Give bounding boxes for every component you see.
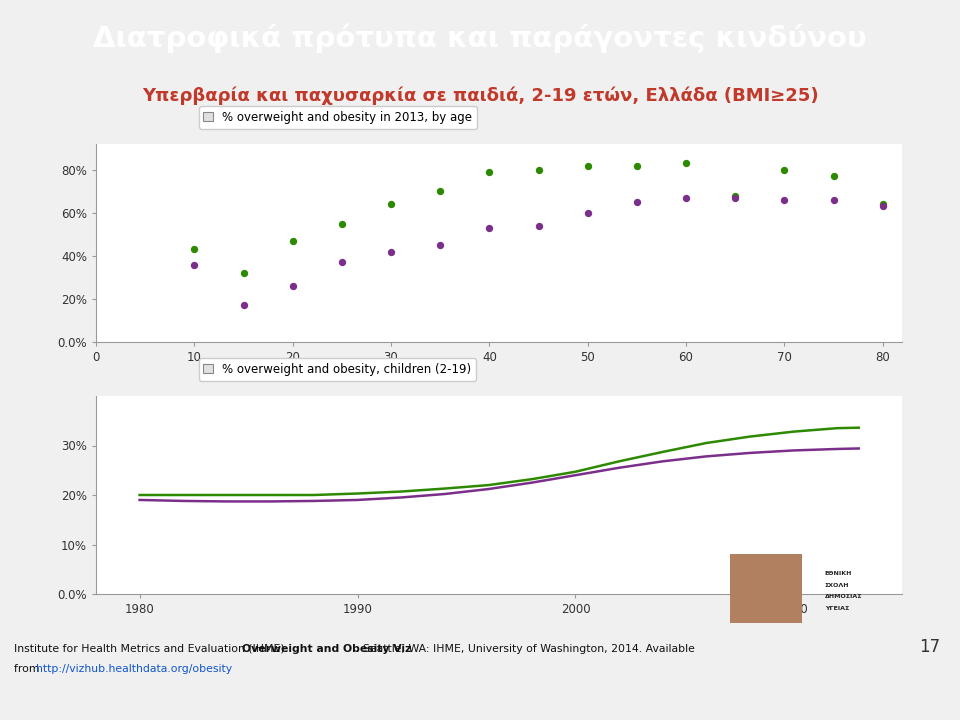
- Point: [876, 201, 891, 212]
- Point: [236, 300, 252, 311]
- Point: [580, 160, 595, 171]
- Legend: % overweight and obesity, children (2-19): % overweight and obesity, children (2-19…: [199, 359, 476, 381]
- Legend: % overweight and obesity in 2013, by age: % overweight and obesity in 2013, by age: [199, 107, 477, 129]
- Point: [531, 220, 546, 232]
- Point: [334, 218, 349, 230]
- Text: ΣΧΟΛΗ: ΣΧΟΛΗ: [825, 582, 850, 588]
- Point: [777, 164, 792, 176]
- Point: [629, 160, 644, 171]
- Text: from: from: [14, 664, 43, 674]
- Text: 17: 17: [919, 638, 940, 656]
- Text: Institute for Health Metrics and Evaluation (IHME).: Institute for Health Metrics and Evaluat…: [14, 644, 292, 654]
- Point: [285, 235, 300, 247]
- Text: Overweight and Obesity Viz: Overweight and Obesity Viz: [242, 644, 411, 654]
- Point: [186, 243, 202, 255]
- Point: [679, 158, 694, 169]
- Point: [383, 246, 398, 257]
- Text: Διατροφικά πρότυπα και παράγοντες κινδύνου: Διατροφικά πρότυπα και παράγοντες κινδύν…: [93, 23, 867, 53]
- Point: [777, 194, 792, 206]
- Point: [236, 267, 252, 279]
- Text: http://vizhub.healthdata.org/obesity: http://vizhub.healthdata.org/obesity: [36, 664, 232, 674]
- Point: [679, 192, 694, 204]
- Point: [433, 239, 448, 251]
- Point: [334, 256, 349, 268]
- Text: ΔΗΜΟΣΙΑΣ: ΔΗΜΟΣΙΑΣ: [825, 594, 862, 599]
- Point: [876, 199, 891, 210]
- Point: [186, 258, 202, 270]
- Point: [433, 186, 448, 197]
- Point: [728, 192, 743, 204]
- Text: . Seattle, WA: IHME, University of Washington, 2014. Available: . Seattle, WA: IHME, University of Washi…: [355, 644, 694, 654]
- Point: [482, 222, 497, 234]
- Bar: [730, 554, 803, 623]
- Text: Υπερβαρία και παχυσαρκία σε παιδιά, 2-19 ετών, Ελλάδα (BMI≥25): Υπερβαρία και παχυσαρκία σε παιδιά, 2-19…: [142, 86, 818, 105]
- Point: [826, 171, 841, 182]
- Point: [531, 164, 546, 176]
- Point: [383, 199, 398, 210]
- Point: [826, 194, 841, 206]
- Point: [629, 197, 644, 208]
- Text: ΥΓΕΙΑΣ: ΥΓΕΙΑΣ: [825, 606, 849, 611]
- Point: [285, 280, 300, 292]
- Point: [580, 207, 595, 219]
- Point: [482, 166, 497, 178]
- Point: [728, 190, 743, 202]
- Text: ΕΘΝΙΚΗ: ΕΘΝΙΚΗ: [825, 571, 852, 576]
